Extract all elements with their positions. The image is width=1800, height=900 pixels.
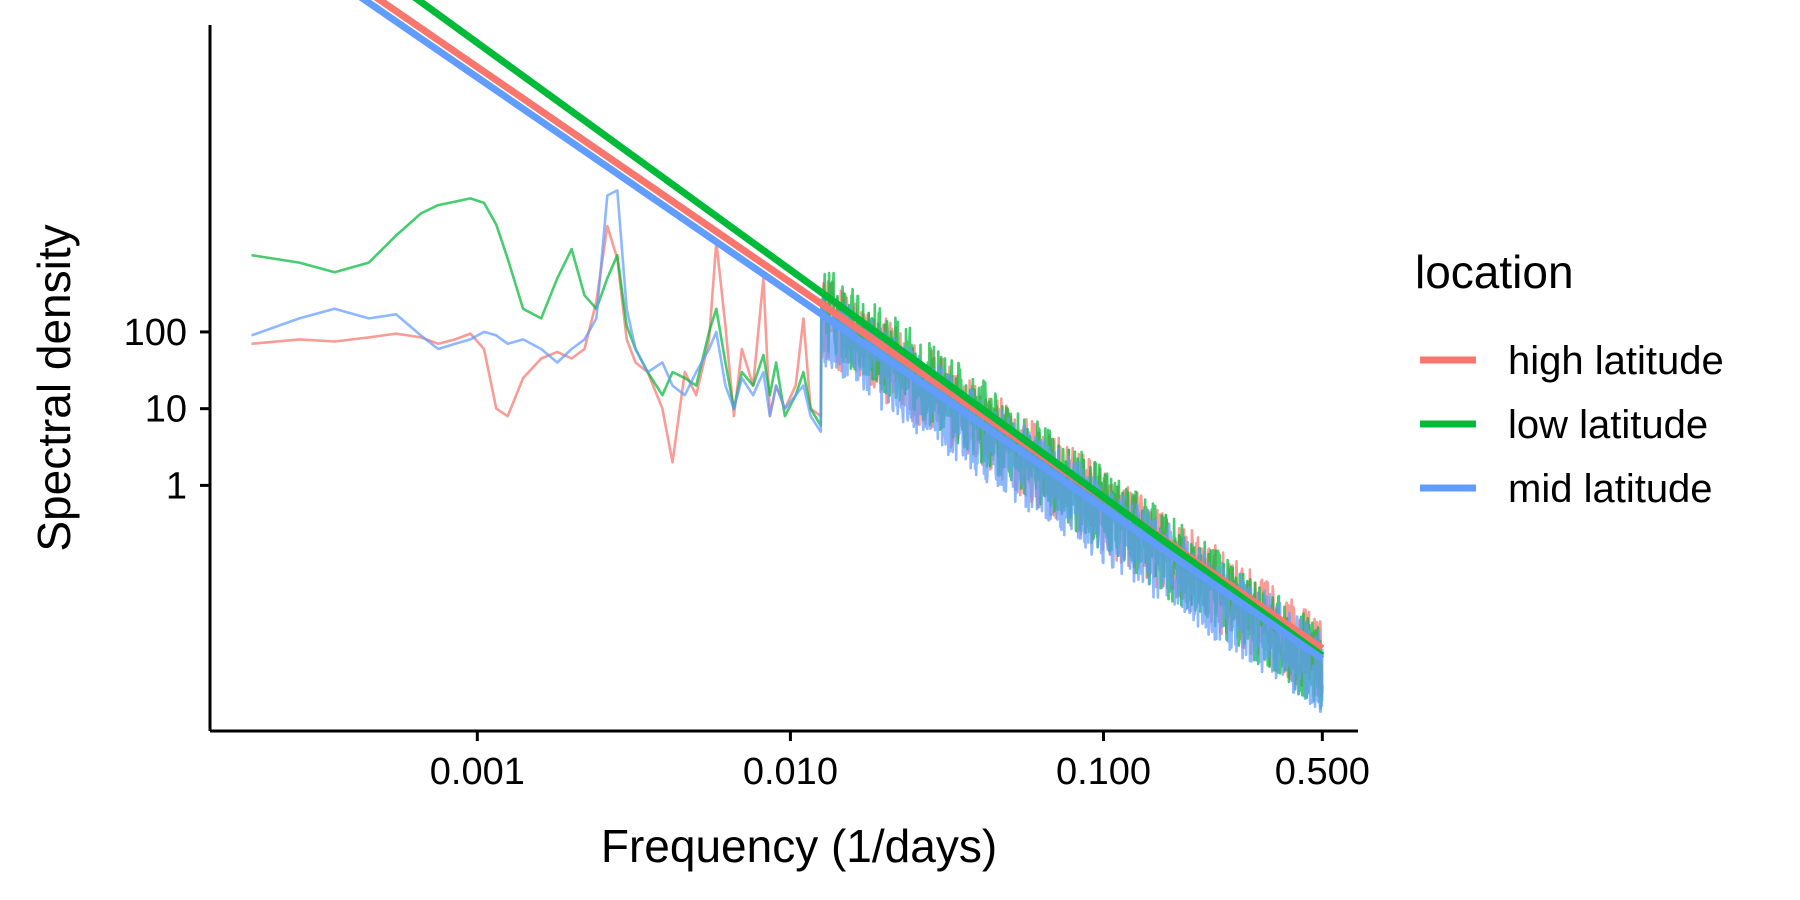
legend-entry: high latitude [1420, 339, 1724, 383]
y-axis-ticks: 1 10 100 [124, 312, 210, 507]
y-axis-title: Spectral density [28, 224, 80, 551]
legend-label: mid latitude [1508, 467, 1713, 511]
spectrum-line-high-latitude [251, 224, 1324, 698]
legend-title: location [1415, 246, 1574, 298]
legend-label: high latitude [1508, 339, 1724, 383]
legend-entry: mid latitude [1420, 467, 1713, 511]
legend: location high latitude low latitude mid la… [1415, 246, 1724, 511]
x-axis-title: Frequency (1/days) [601, 820, 997, 872]
legend-entry: low latitude [1420, 403, 1708, 447]
x-axis-ticks: 0.001 0.010 0.100 0.500 [430, 731, 1370, 793]
x-tick-label: 0.001 [430, 751, 525, 793]
y-tick-label: 100 [124, 312, 187, 354]
data-layer [251, 0, 1325, 713]
legend-label: low latitude [1508, 403, 1708, 447]
y-tick-label: 10 [145, 389, 187, 431]
x-tick-label: 0.010 [743, 751, 838, 793]
fit-line-mid-latitude [358, 0, 1325, 662]
y-tick-label: 1 [166, 465, 187, 507]
legend-entries: high latitude low latitude mid latitude [1420, 339, 1724, 511]
x-tick-label: 0.500 [1275, 751, 1370, 793]
fit-line-low-latitude [412, 0, 1325, 659]
spectrum-line-low-latitude [251, 197, 1324, 710]
x-tick-label: 0.100 [1056, 751, 1151, 793]
axes: 0.001 0.010 0.100 0.500 1 10 100 Frequency (1… [28, 25, 1370, 872]
